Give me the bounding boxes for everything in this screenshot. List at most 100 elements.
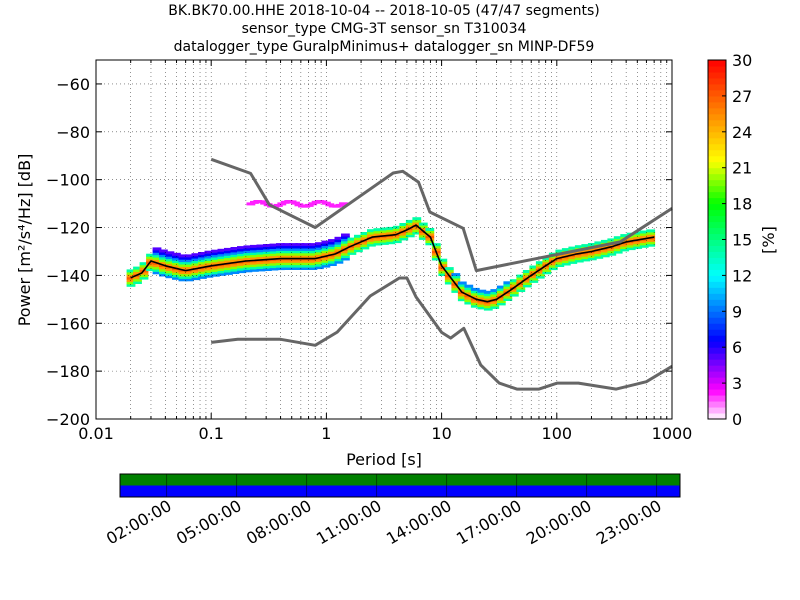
heatmap-cell	[639, 235, 649, 239]
heatmap-cell	[230, 263, 240, 267]
heatmap-cell	[256, 266, 266, 269]
heatmap-cell	[620, 248, 630, 252]
heatmap-cell	[470, 290, 480, 294]
heatmap-cell	[198, 252, 207, 255]
heatmap-cell	[211, 271, 220, 275]
colorbar-segment	[708, 191, 726, 199]
heatmap-cell	[133, 271, 142, 275]
heatmap-cell	[386, 226, 396, 230]
colorbar-segment	[708, 275, 726, 282]
heatmap-cell	[581, 256, 591, 260]
heatmap-cell	[626, 247, 636, 251]
heatmap-cell	[315, 244, 324, 248]
heatmap-cell	[341, 250, 350, 254]
heatmap-cell	[152, 259, 162, 263]
heatmap-cell	[418, 225, 428, 228]
heatmap-cell	[568, 258, 578, 262]
heatmap-cell	[159, 249, 168, 253]
heatmap-cell	[256, 256, 266, 260]
heatmap-cell	[204, 267, 214, 271]
heatmap-cell	[304, 203, 314, 207]
heatmap-cell	[178, 256, 188, 260]
colorbar-segment	[708, 377, 726, 384]
heatmap-cell	[451, 273, 461, 277]
y-tick-label: −60	[56, 75, 90, 94]
heatmap-cell	[613, 236, 623, 240]
heatmap-cell	[360, 244, 370, 247]
data-strip	[120, 485, 680, 497]
heatmap-cell	[328, 246, 337, 250]
heatmap-cell	[503, 281, 513, 285]
heatmap-cell	[405, 222, 415, 226]
heatmap-cell	[444, 271, 454, 275]
curve-noise-model-high	[210, 157, 673, 273]
heatmap-cell	[282, 264, 292, 268]
heatmap-cell	[243, 254, 253, 258]
colorbar-segment	[708, 215, 726, 223]
heatmap-cell	[399, 225, 409, 229]
colorbar-segment	[708, 269, 726, 276]
heatmap-cell	[165, 258, 175, 262]
heatmap-cell	[243, 264, 253, 268]
title-line-1: BK.BK70.00.HHE 2018-10-04 -- 2018-10-05 …	[168, 3, 600, 19]
heatmap-cell	[457, 286, 467, 290]
heatmap-cell	[613, 248, 623, 252]
heatmap-cell	[477, 301, 487, 305]
heatmap-cell	[561, 248, 571, 252]
heatmap-cell	[470, 287, 480, 291]
heatmap-cell	[334, 246, 344, 250]
heatmap-cell	[289, 267, 298, 270]
heatmap-cell	[341, 240, 350, 244]
heatmap-cell	[522, 272, 532, 276]
heatmap-cell	[295, 255, 305, 259]
heatmap-cell	[321, 243, 331, 246]
colorbar-segment	[708, 173, 726, 181]
heatmap-cell	[328, 251, 337, 255]
heatmap-cell	[392, 235, 402, 239]
heatmap-cell	[386, 229, 396, 233]
heatmap-cell	[224, 250, 233, 254]
heatmap-cell	[191, 265, 201, 269]
heatmap-cell	[587, 243, 597, 246]
heatmap-cell	[165, 268, 175, 271]
title-line-3: datalogger_type GuralpMinimus+ datalogge…	[173, 39, 595, 55]
colorbar-segment	[708, 323, 726, 330]
heatmap-cell	[334, 258, 344, 262]
heatmap-cell	[204, 250, 214, 254]
heatmap-cell	[490, 291, 500, 295]
heatmap-cell	[639, 242, 649, 246]
heatmap-cell	[613, 238, 623, 242]
heatmap-cell	[302, 255, 311, 259]
heatmap-cell	[315, 254, 324, 258]
heatmap-cell	[178, 275, 188, 279]
colorbar-segment	[708, 125, 726, 133]
heatmap-cell	[217, 248, 227, 252]
heatmap-cell	[392, 240, 402, 244]
heatmap-cell	[260, 201, 269, 205]
heatmap-cell	[282, 267, 292, 270]
heatmap-cell	[412, 231, 422, 235]
heatmap-cell	[243, 266, 253, 270]
colorbar-tick-label: 21	[732, 159, 752, 178]
heatmap-cell	[496, 290, 506, 294]
heatmap-cell	[269, 267, 279, 271]
heatmap-cell	[289, 250, 298, 254]
colorbar-segment	[708, 143, 726, 151]
heatmap-cell	[198, 268, 207, 272]
heatmap-cell	[237, 258, 246, 262]
heatmap-cell	[431, 245, 441, 249]
curves	[130, 157, 673, 391]
colorbar-segment	[708, 167, 726, 175]
heatmap-cell	[354, 237, 363, 241]
x-tick-label: 100	[542, 424, 573, 443]
heatmap-cell	[282, 247, 292, 251]
heatmap-cell	[328, 243, 337, 247]
heatmap-cell	[191, 277, 201, 281]
heatmap-cell	[308, 267, 318, 270]
heatmap-cell	[308, 245, 318, 249]
colorbar-label: [%]	[759, 226, 778, 254]
heatmap-cell	[425, 228, 435, 231]
heatmap-cell	[191, 260, 201, 264]
heatmap-cell	[568, 251, 578, 255]
heatmap-cell	[295, 243, 305, 247]
